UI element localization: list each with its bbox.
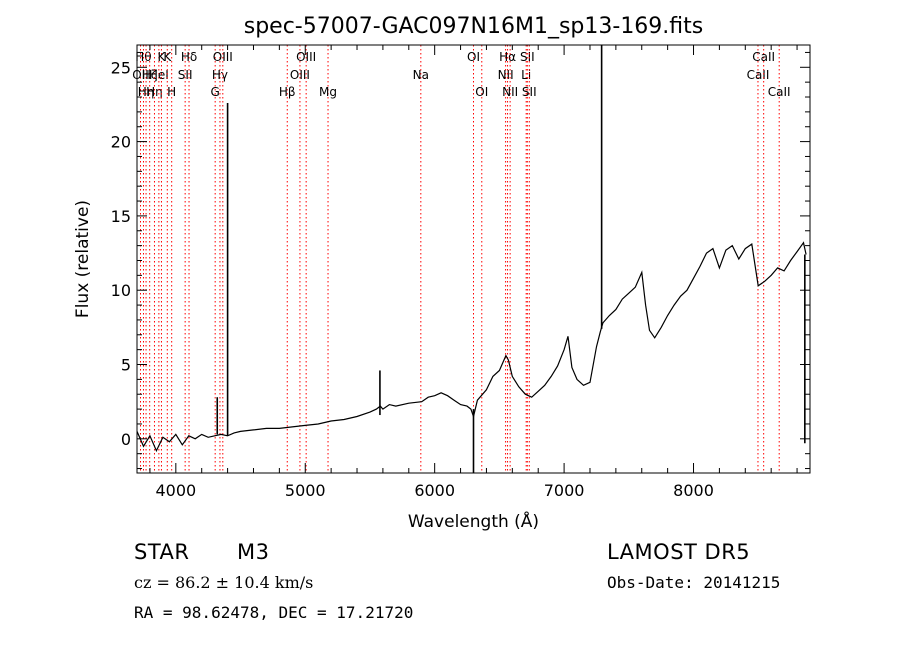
line-marker-label: NII bbox=[498, 68, 514, 82]
line-marker-label: Hγ bbox=[212, 68, 228, 82]
y-tick-label: 5 bbox=[121, 356, 131, 375]
y-tick-label: 15 bbox=[111, 207, 131, 226]
y-tick-label: 0 bbox=[121, 430, 131, 449]
line-marker-label: Hη bbox=[138, 85, 155, 99]
spectrum-line bbox=[136, 241, 807, 453]
obs-date: Obs-Date: 20141215 bbox=[607, 573, 781, 592]
line-marker-label: NII bbox=[502, 85, 518, 99]
x-tick-label: 6000 bbox=[414, 481, 455, 500]
line-marker-label: Hβ bbox=[279, 85, 296, 99]
line-marker-label: Hζ bbox=[142, 68, 158, 82]
line-marker-label: SII bbox=[520, 50, 535, 64]
line-marker-label: H bbox=[167, 85, 176, 99]
line-marker-label: OIII bbox=[296, 50, 316, 64]
line-marker-label: Hα bbox=[499, 50, 516, 64]
x-tick-label: 8000 bbox=[673, 481, 714, 500]
line-marker-label: K bbox=[158, 50, 167, 64]
line-marker-label: Hθ bbox=[135, 50, 151, 64]
line-marker-label: K bbox=[163, 50, 172, 64]
line-marker-label: OIII bbox=[290, 68, 310, 82]
line-marker-label: Hδ bbox=[181, 50, 197, 64]
line-marker-label: SII bbox=[522, 85, 537, 99]
line-marker-label: Na bbox=[413, 68, 429, 82]
line-marker-label: OII bbox=[132, 68, 149, 82]
coordinates: RA = 98.62478, DEC = 17.21720 bbox=[134, 603, 414, 622]
line-marker-label: Hη bbox=[146, 85, 163, 99]
object-subclass: M3 bbox=[237, 540, 270, 564]
chart-title: spec-57007-GAC097N16M1_sp13-169.fits bbox=[244, 14, 704, 39]
x-tick-label: 5000 bbox=[285, 481, 326, 500]
y-tick-label: 10 bbox=[111, 281, 131, 300]
y-tick-label: 25 bbox=[111, 58, 131, 77]
line-marker-label: CaII bbox=[768, 85, 791, 99]
line-marker-label: Li bbox=[521, 68, 531, 82]
object-class: STAR bbox=[134, 540, 190, 564]
line-marker-label: Mg bbox=[319, 85, 337, 99]
y-tick-label: 20 bbox=[111, 133, 131, 152]
y-axis-label: Flux (relative) bbox=[73, 200, 93, 318]
line-marker-label: OI bbox=[475, 85, 488, 99]
survey-name: LAMOST DR5 bbox=[607, 540, 751, 564]
line-marker-label: SII bbox=[178, 68, 193, 82]
line-marker-label: OIII bbox=[213, 50, 233, 64]
plot-frame bbox=[136, 44, 811, 474]
x-axis-label: Wavelength (Å) bbox=[408, 510, 539, 532]
line-marker-label: CaII bbox=[747, 68, 770, 82]
x-tick-label: 7000 bbox=[544, 481, 585, 500]
line-marker-label: HeI bbox=[149, 68, 169, 82]
redshift-text: cz = 86.2 ± 10.4 km/s bbox=[134, 573, 314, 592]
line-marker-label: OI bbox=[467, 50, 480, 64]
line-marker-label: G bbox=[211, 85, 220, 99]
x-tick-label: 4000 bbox=[155, 481, 196, 500]
line-marker-label: CaII bbox=[752, 50, 775, 64]
